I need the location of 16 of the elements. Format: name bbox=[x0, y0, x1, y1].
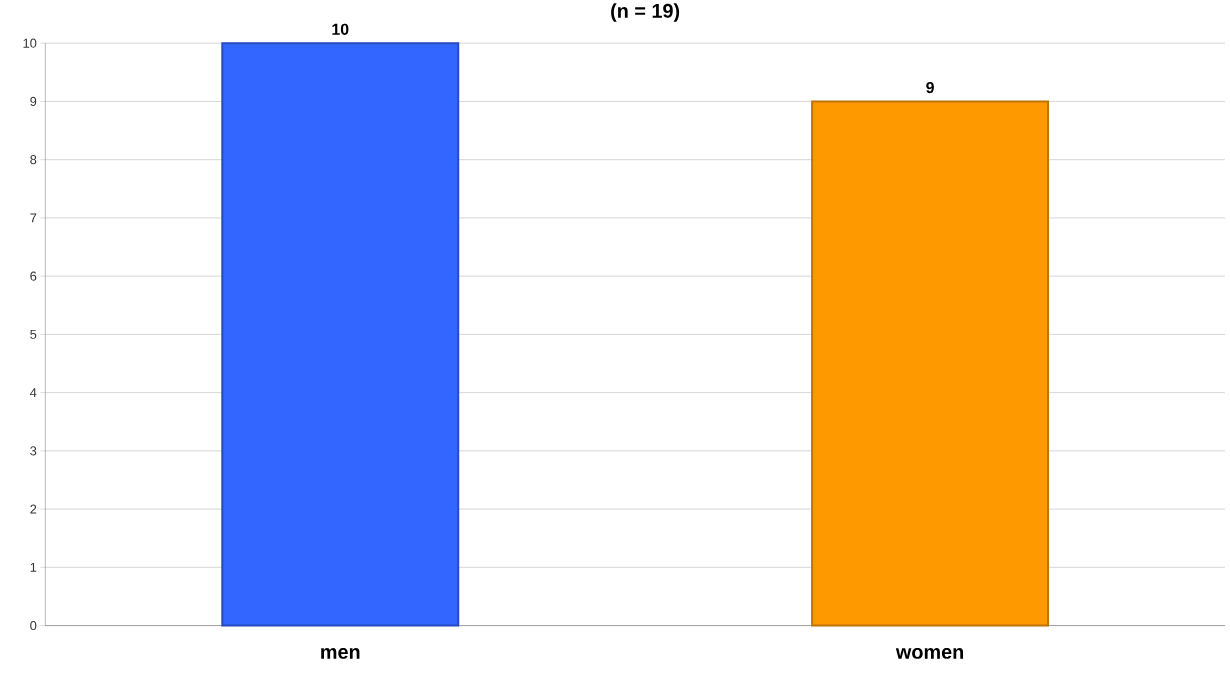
y-tick-label: 2 bbox=[30, 504, 37, 514]
y-tick-label: 6 bbox=[30, 271, 37, 281]
y-tick-label: 9 bbox=[30, 96, 37, 106]
y-tick-label: 1 bbox=[30, 562, 37, 572]
y-tick-label: 7 bbox=[30, 213, 37, 223]
y-tick-label: 8 bbox=[30, 154, 37, 165]
y-tick-label: 3 bbox=[30, 446, 37, 456]
chart-title: (n = 19) bbox=[611, 3, 680, 22]
x-tick-label: men bbox=[321, 647, 360, 659]
y-tick-label: 10 bbox=[23, 38, 37, 48]
y-tick-label: 5 bbox=[30, 329, 37, 339]
y-tick-label: 0 bbox=[30, 620, 37, 630]
data-label: 9 bbox=[926, 81, 934, 93]
y-tick-label: 4 bbox=[29, 388, 37, 397]
data-label: 10 bbox=[332, 23, 349, 35]
x-tick-label: women bbox=[895, 647, 964, 659]
